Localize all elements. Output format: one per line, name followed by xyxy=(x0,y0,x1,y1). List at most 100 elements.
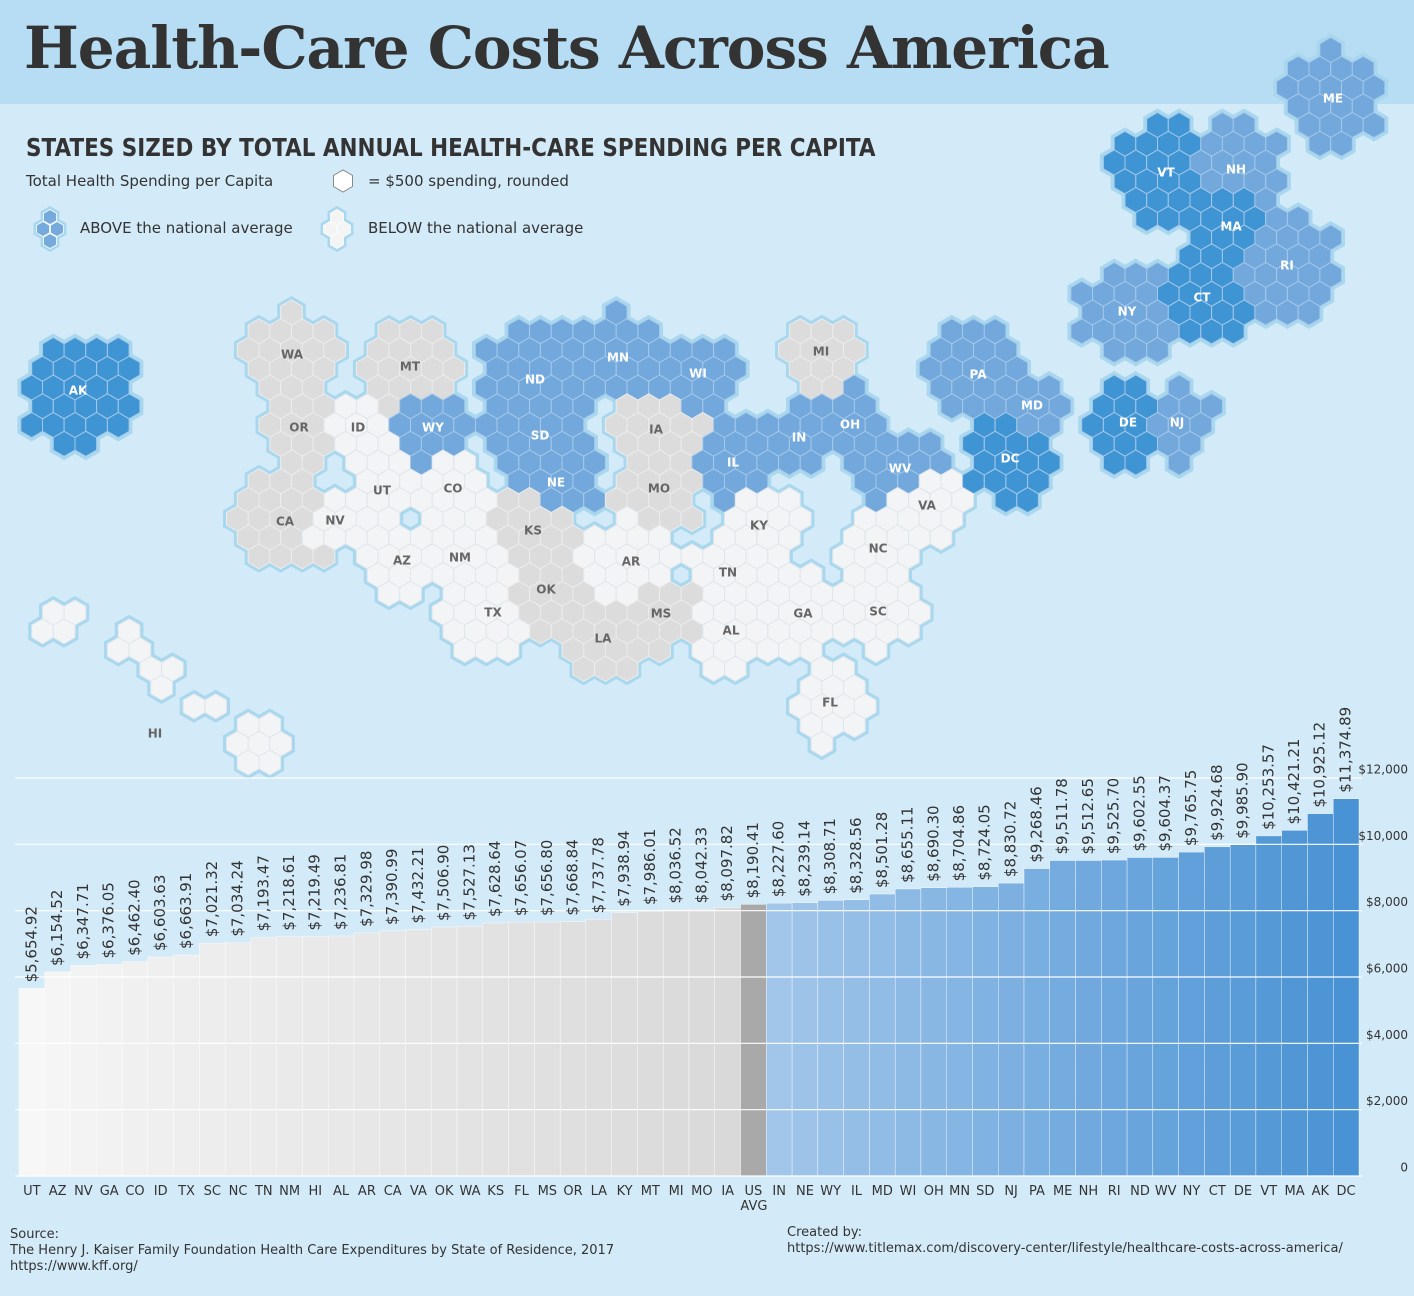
x-tick-label: AR xyxy=(357,1184,376,1199)
bar xyxy=(250,937,277,1177)
value-label: $8,042.33 xyxy=(692,827,710,903)
legend-unit-hex xyxy=(333,169,353,193)
hex-cell xyxy=(312,543,336,570)
value-label: $7,656.80 xyxy=(538,840,556,916)
value-label: $7,656.07 xyxy=(512,840,530,916)
value-label: $11,374.89 xyxy=(1337,707,1355,793)
y-tick-label: $10,000 xyxy=(1358,829,1408,843)
bar xyxy=(1204,846,1231,1177)
state-label: CA xyxy=(276,515,295,529)
x-tick-label: DC xyxy=(1336,1184,1356,1199)
hex-cell xyxy=(399,580,422,607)
legend-icon xyxy=(330,233,344,249)
legend-icon xyxy=(43,233,57,249)
value-label: $8,690.30 xyxy=(924,805,942,881)
bar xyxy=(1101,859,1128,1177)
y-tick-label: $2,000 xyxy=(1366,1094,1408,1108)
bar xyxy=(663,909,690,1177)
legend-icon xyxy=(337,221,351,237)
bar xyxy=(920,887,947,1177)
hex-cell xyxy=(929,524,953,551)
x-tick-label: ND xyxy=(1130,1184,1150,1199)
state-label: IN xyxy=(792,431,807,445)
state-label: MT xyxy=(400,360,421,374)
state-label: WY xyxy=(422,421,444,435)
state-label: DE xyxy=(1119,416,1137,430)
hex-cell xyxy=(1146,336,1169,364)
bar xyxy=(70,965,97,1177)
bar xyxy=(276,936,303,1177)
value-label: $7,668.84 xyxy=(563,839,581,915)
value-label: $7,236.81 xyxy=(332,854,350,930)
value-label: $6,154.52 xyxy=(48,890,66,966)
x-tick-label: NJ xyxy=(1004,1184,1018,1199)
state-label: SD xyxy=(531,429,550,443)
x-tick-label: OH xyxy=(923,1184,944,1199)
title: Health-Care Costs Across America xyxy=(24,14,1110,82)
y-tick-label: $6,000 xyxy=(1366,962,1408,976)
bar xyxy=(44,971,71,1177)
hex-cell xyxy=(799,449,823,476)
value-label: $9,268.46 xyxy=(1027,786,1045,862)
x-tick-label: MD xyxy=(871,1184,893,1199)
bar xyxy=(688,909,715,1177)
x-tick-label: NC xyxy=(228,1184,248,1199)
value-label: $7,986.01 xyxy=(641,829,659,905)
value-label: $10,925.12 xyxy=(1311,722,1329,808)
bar xyxy=(302,936,329,1177)
hex-cell xyxy=(843,711,866,739)
x-tick-label: TN xyxy=(254,1184,273,1199)
x-tick-label: CO xyxy=(125,1184,145,1199)
state-label: NC xyxy=(869,542,888,556)
value-label: $7,329.98 xyxy=(357,851,375,927)
x-tick-label: CT xyxy=(1208,1184,1226,1199)
x-tick-label: AZ xyxy=(48,1184,67,1199)
value-label: $9,985.90 xyxy=(1234,762,1252,838)
state-label: MS xyxy=(651,607,672,621)
bar xyxy=(199,942,226,1177)
value-label: $9,512.65 xyxy=(1079,778,1097,854)
value-label: $6,603.63 xyxy=(151,875,169,951)
state-label: AK xyxy=(69,384,88,398)
value-label: $8,036.52 xyxy=(667,827,685,903)
state-label: MA xyxy=(1220,220,1242,234)
legend-icon xyxy=(323,221,337,237)
x-tick-label: KS xyxy=(487,1184,505,1199)
state-label: NY xyxy=(1118,305,1137,319)
hex-cell xyxy=(1167,449,1191,476)
state-label: GA xyxy=(793,607,813,621)
hex-cell xyxy=(615,655,639,682)
x-tick-label: CA xyxy=(383,1184,402,1199)
bar xyxy=(405,929,432,1177)
source: The Henry J. Kaiser Family Foundation He… xyxy=(10,1243,615,1258)
value-label: $8,227.60 xyxy=(770,821,788,897)
bar xyxy=(379,930,406,1177)
legend-above: ABOVE the national average xyxy=(80,219,293,237)
bar xyxy=(869,893,896,1177)
x-tick-label: WY xyxy=(820,1184,842,1199)
hex-cell xyxy=(810,730,834,757)
value-label: $7,628.64 xyxy=(486,841,504,917)
state-label: ME xyxy=(1323,92,1343,106)
bar xyxy=(817,900,844,1177)
bar xyxy=(1307,813,1334,1177)
bar xyxy=(843,899,870,1177)
state-label: AL xyxy=(723,624,740,638)
x-tick-label: NV xyxy=(74,1184,93,1199)
state-label: ND xyxy=(525,373,545,387)
x-tick-label: VA xyxy=(409,1184,427,1199)
state-label: MN xyxy=(607,351,629,365)
source-label: Source: xyxy=(10,1227,60,1242)
value-label: $9,924.68 xyxy=(1208,764,1226,840)
bar xyxy=(946,887,973,1177)
hex-cell xyxy=(864,636,888,664)
value-label: $9,511.78 xyxy=(1053,778,1071,854)
x-tick-label: HI xyxy=(308,1184,323,1199)
hex-cell xyxy=(724,655,747,682)
value-label: $10,421.21 xyxy=(1285,739,1303,825)
state-label: NJ xyxy=(1170,416,1185,430)
legend-icon xyxy=(330,209,344,225)
value-label: $7,034.24 xyxy=(228,860,246,936)
hex-cell xyxy=(204,693,227,720)
